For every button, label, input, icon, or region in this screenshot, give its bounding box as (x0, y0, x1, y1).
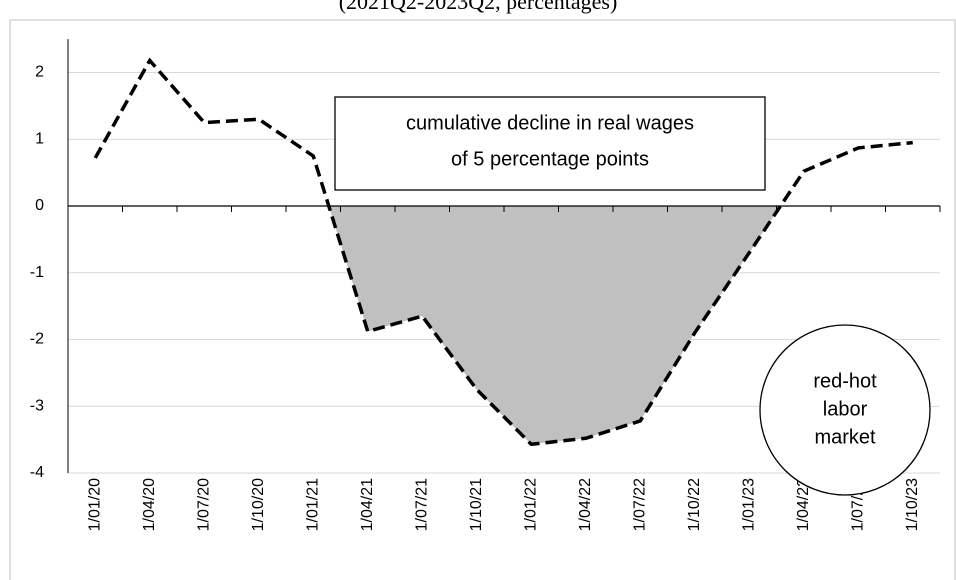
y-tick-label: -3 (30, 397, 44, 414)
y-tick-label: -4 (30, 464, 44, 481)
x-tick-label: 1/10/21 (468, 478, 485, 531)
x-tick-label: 1/04/21 (359, 478, 376, 531)
x-tick-label: 1/01/23 (740, 478, 757, 531)
annotation-text: red-hot (813, 370, 877, 392)
shaded-area (328, 206, 781, 445)
x-tick-label: 1/07/20 (195, 478, 212, 531)
x-tick-label: 1/01/22 (522, 478, 539, 531)
x-tick-label: 1/04/20 (141, 478, 158, 531)
annotation-box (334, 96, 766, 191)
x-tick-label: 1/04/22 (577, 478, 594, 531)
annotation-circle (759, 324, 931, 496)
x-tick-label: 1/10/20 (250, 478, 267, 531)
y-tick-label: 2 (35, 64, 44, 81)
data-line (93, 57, 913, 447)
x-tick-label: 1/04/23 (795, 478, 812, 531)
y-tick-label: -2 (30, 331, 44, 348)
x-tick-label: 1/10/23 (904, 478, 921, 531)
y-tick-label: -1 (30, 264, 44, 281)
y-tick-label: 0 (35, 197, 44, 214)
chart-subtitle: (2021Q2-2023Q2, percentages) (339, 0, 618, 14)
frame (9, 19, 956, 580)
x-tick-label: 1/10/22 (686, 478, 703, 531)
annotation-text: of 5 percentage points (451, 148, 649, 170)
annotation-text: labor (823, 398, 868, 420)
y-tick-label: 1 (35, 130, 44, 147)
x-tick-label: 1/01/20 (86, 478, 103, 531)
x-tick-label: 1/07/22 (631, 478, 648, 531)
annotation-text: cumulative decline in real wages (406, 112, 694, 134)
annotation-text: market (814, 426, 876, 448)
x-tick-label: 1/07/21 (413, 478, 430, 531)
x-tick-label: 1/01/21 (304, 478, 321, 531)
